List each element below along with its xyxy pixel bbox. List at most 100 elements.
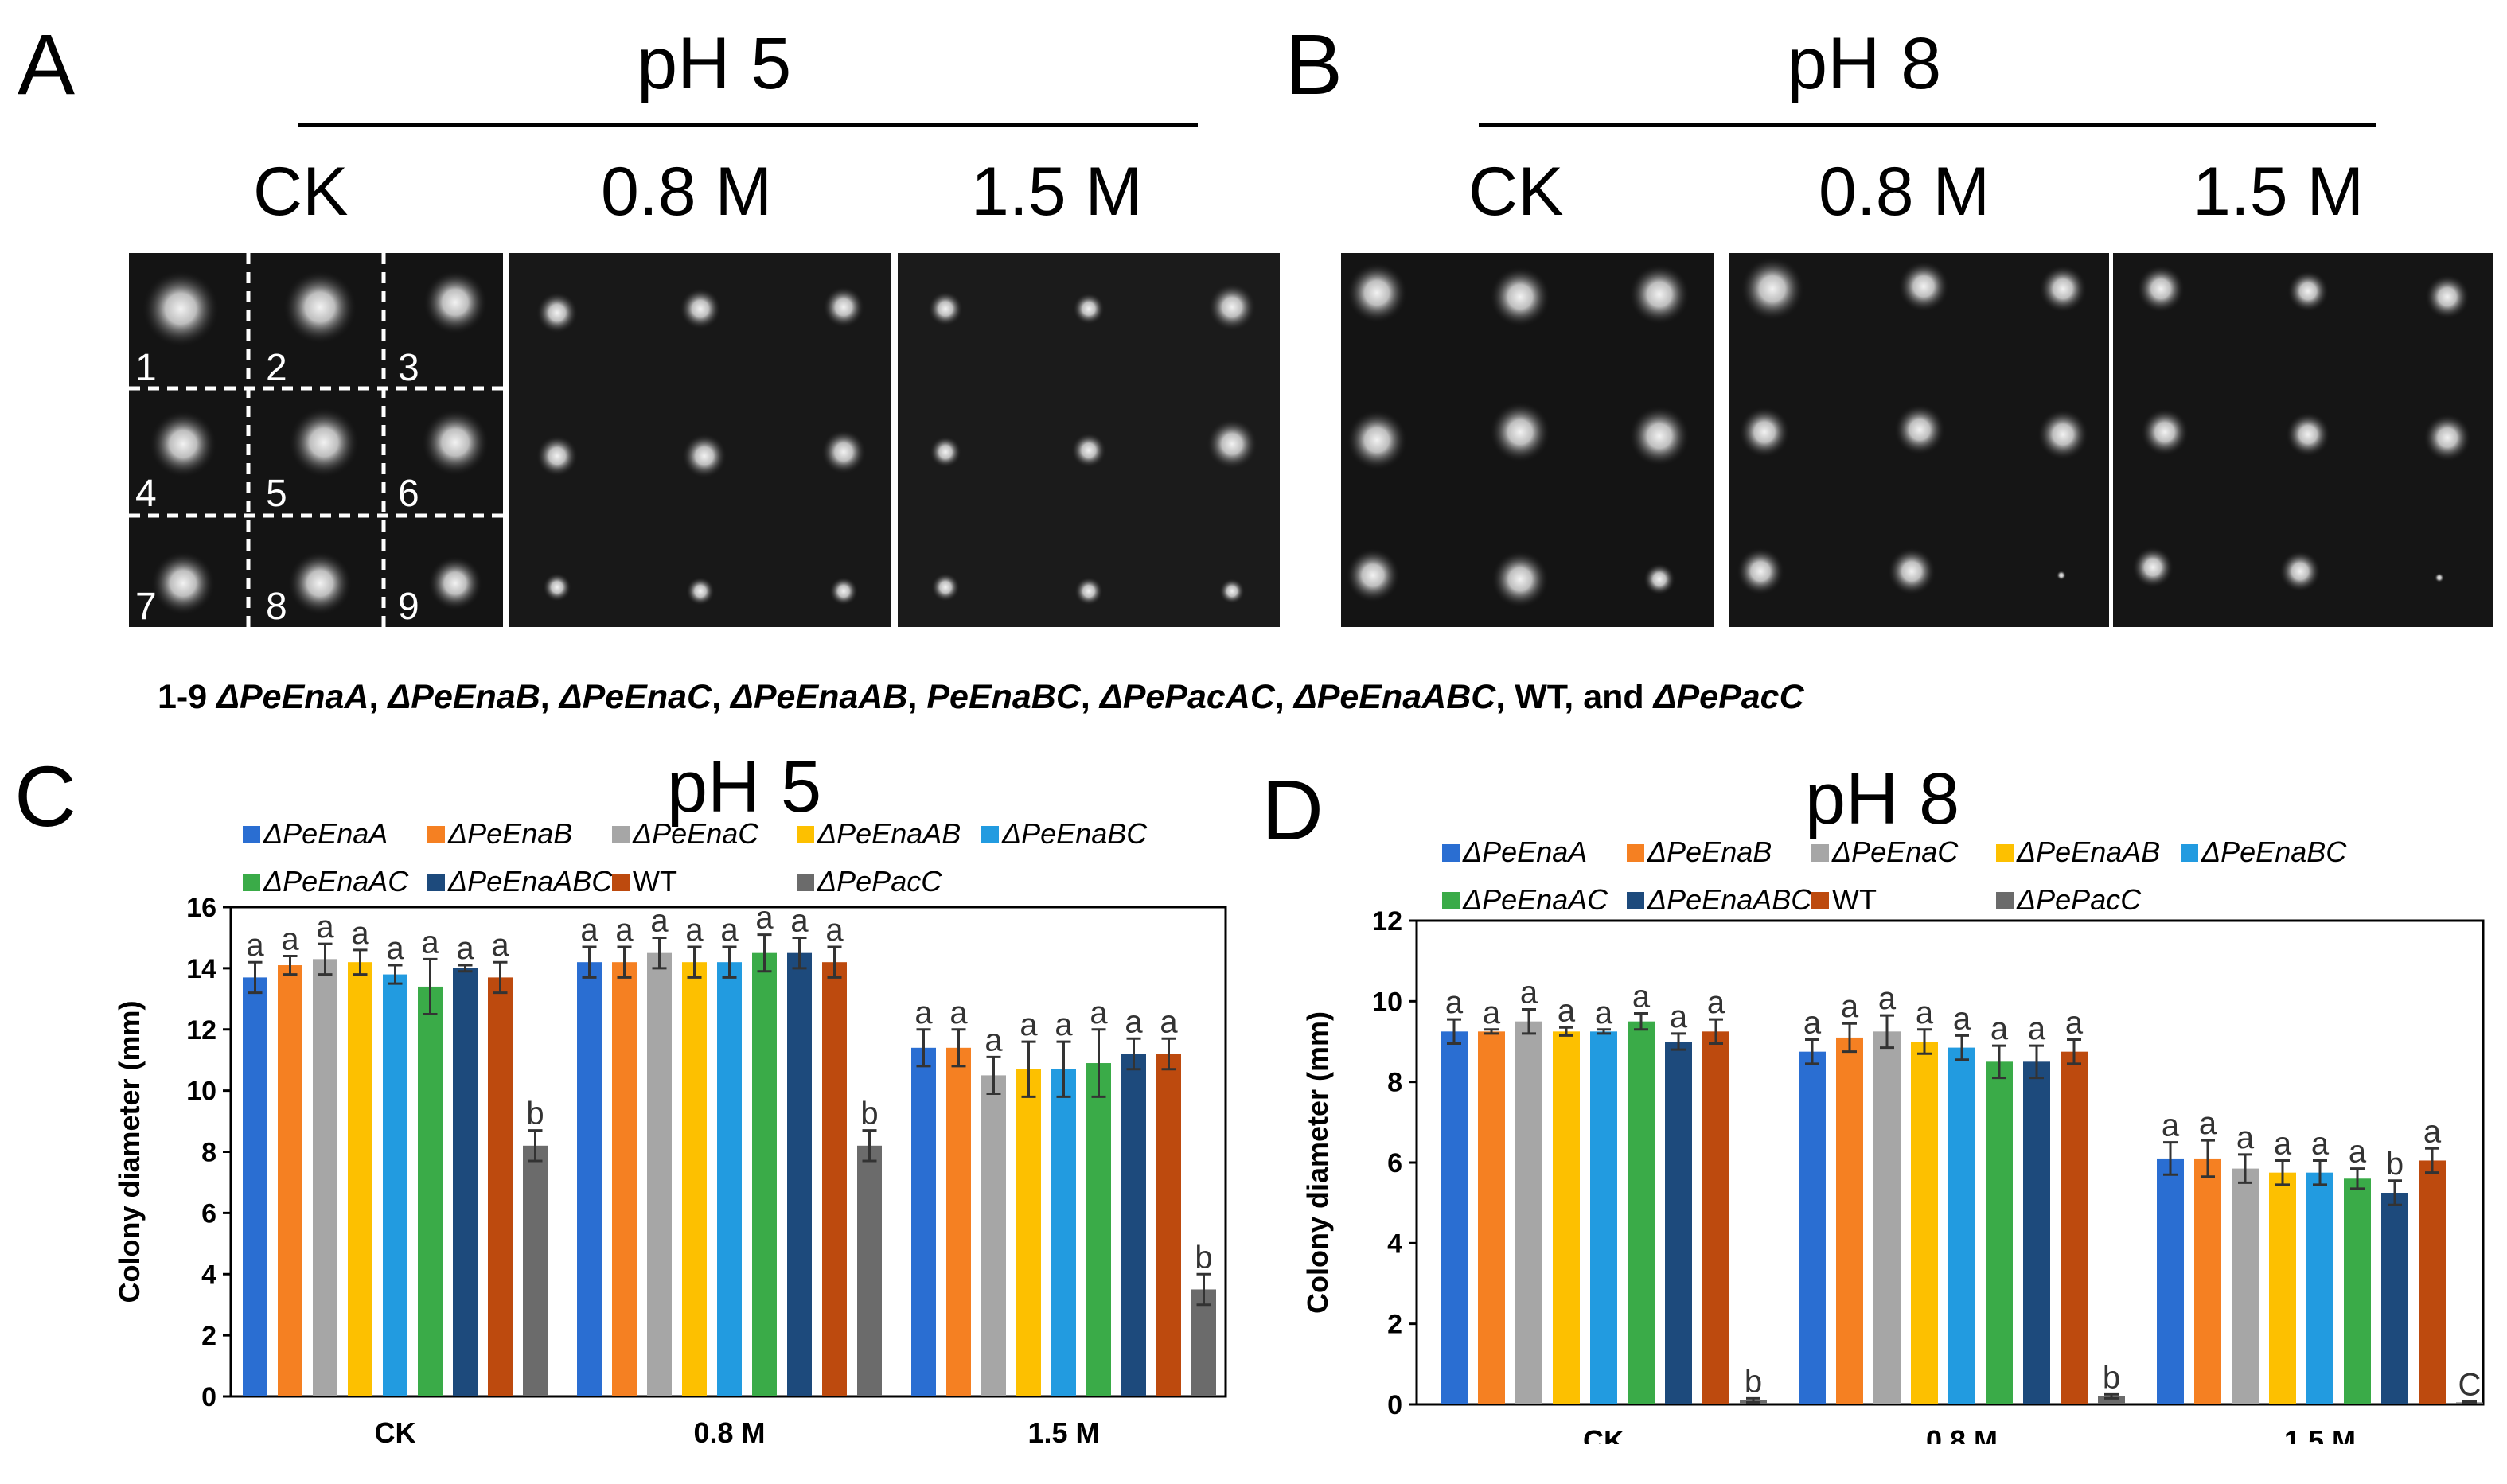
legend-swatch — [427, 826, 445, 843]
significance-letter: a — [1841, 989, 1859, 1024]
bar — [1553, 1031, 1580, 1404]
legend-label: WT — [1832, 883, 1877, 916]
bar — [682, 962, 707, 1396]
significance-letter: a — [351, 916, 369, 951]
significance-letter: b — [1195, 1240, 1212, 1275]
bar — [1590, 1031, 1617, 1404]
legend-swatch — [243, 874, 260, 891]
bar — [787, 952, 812, 1396]
bar — [2157, 1158, 2184, 1404]
legend-swatch — [797, 874, 814, 891]
bar — [2061, 1051, 2088, 1404]
legend-label: ΔPeEnaC — [632, 817, 759, 850]
significance-letter: a — [421, 925, 439, 960]
bar — [857, 1145, 882, 1396]
plate-a-ck-svg: 1 2 3 4 5 6 7 8 9 — [129, 253, 503, 627]
significance-letter: a — [984, 1022, 1003, 1057]
significance-letter: a — [914, 995, 933, 1030]
significance-letter: a — [246, 928, 264, 963]
y-tick-label: 4 — [201, 1260, 216, 1290]
legend-label: ΔPeEnaB — [1647, 835, 1772, 868]
significance-letter: a — [456, 931, 474, 966]
condition-label-a-ck: CK — [253, 154, 349, 230]
caption-strain-name: ΔPePacC — [1653, 678, 1804, 716]
legend-label: ΔPeEnaBC — [2201, 835, 2347, 868]
bar — [1799, 1051, 1826, 1404]
caption-separator: , — [907, 678, 927, 716]
bar — [1191, 1289, 1216, 1396]
significance-letter: a — [1803, 1005, 1822, 1040]
significance-letter: a — [1632, 980, 1651, 1015]
y-tick-label: 16 — [186, 893, 216, 923]
legend-swatch — [1627, 844, 1644, 862]
x-tick-label: 0.8 M — [693, 1416, 765, 1444]
plate-photo-a-15m — [898, 253, 1280, 627]
y-tick-label: 2 — [1387, 1310, 1402, 1340]
significance-letter: a — [2349, 1135, 2367, 1170]
y-tick-label: 8 — [1387, 1068, 1402, 1098]
condition-label-b-ck: CK — [1468, 154, 1564, 230]
significance-letter: a — [790, 903, 809, 938]
caption-separator: , WT, and — [1495, 678, 1654, 716]
legend-label: ΔPeEnaAB — [2016, 835, 2160, 868]
significance-letter: a — [491, 928, 509, 963]
bar — [1016, 1069, 1041, 1396]
bar — [2194, 1158, 2221, 1404]
caption-strain-name: ΔPeEnaA — [216, 678, 369, 716]
bar — [822, 962, 847, 1396]
caption-strain-name: ΔPeEnaABC — [1293, 678, 1496, 716]
y-axis-label: Colony diameter (mm) — [113, 1000, 146, 1303]
significance-letter: a — [615, 913, 634, 948]
legend-swatch — [1811, 892, 1829, 909]
plate-photo-b-ck — [1341, 253, 1714, 627]
y-axis-label: Colony diameter (mm) — [1301, 1011, 1334, 1314]
significance-letter: a — [1483, 995, 1501, 1030]
significance-letter: a — [386, 931, 404, 966]
condition-label-b-15m: 1.5 M — [2193, 154, 2365, 230]
bar — [647, 952, 672, 1396]
legend-swatch — [1996, 892, 2014, 909]
significance-letter: b — [526, 1096, 544, 1132]
y-tick-label: 2 — [201, 1321, 216, 1351]
legend-label: ΔPeEnaAC — [1462, 883, 1608, 916]
significance-letter: a — [650, 903, 669, 938]
bar — [453, 968, 478, 1396]
y-tick-label: 14 — [186, 954, 216, 984]
bar — [612, 962, 637, 1396]
bar — [2381, 1193, 2408, 1404]
significance-letter: a — [1878, 981, 1897, 1016]
grid-number: 7 — [135, 586, 157, 627]
legend-swatch — [427, 874, 445, 891]
significance-letter: a — [2423, 1114, 2442, 1149]
legend-label: ΔPeEnaA — [1462, 835, 1587, 868]
legend-swatch — [981, 826, 999, 843]
bar — [911, 1047, 936, 1396]
bar — [577, 962, 602, 1396]
significance-letter: a — [1020, 1007, 1038, 1042]
caption-strain-name: ΔPeEnaAB — [731, 678, 908, 716]
legend-label: ΔPeEnaAB — [817, 817, 961, 850]
grid-number: 1 — [135, 347, 157, 389]
bar — [2023, 1061, 2050, 1404]
significance-letter: a — [1160, 1004, 1178, 1039]
legend-swatch — [1996, 844, 2014, 862]
bar — [1051, 1069, 1076, 1396]
significance-letter: a — [1707, 985, 1725, 1020]
legend-swatch — [797, 826, 814, 843]
bar — [383, 974, 407, 1396]
significance-letter: a — [1558, 993, 1576, 1028]
panel-letter-d: D — [1261, 761, 1324, 858]
bar — [1948, 1047, 1975, 1404]
caption-strain-name: ΔPePacAC — [1099, 678, 1275, 716]
y-tick-label: 0 — [201, 1382, 216, 1412]
panel-letter-c: C — [14, 748, 76, 844]
bar — [2098, 1396, 2125, 1404]
legend-swatch — [1627, 892, 1644, 909]
significance-letter: a — [1090, 995, 1108, 1030]
bar — [2419, 1160, 2446, 1404]
y-tick-label: 8 — [201, 1138, 216, 1168]
bar — [2232, 1168, 2259, 1404]
grid-number: 3 — [398, 347, 419, 389]
strain-caption: 1-9 ΔPeEnaA, ΔPeEnaB, ΔPeEnaC, ΔPeEnaAB,… — [158, 678, 1804, 717]
significance-letter: a — [1670, 999, 1688, 1034]
